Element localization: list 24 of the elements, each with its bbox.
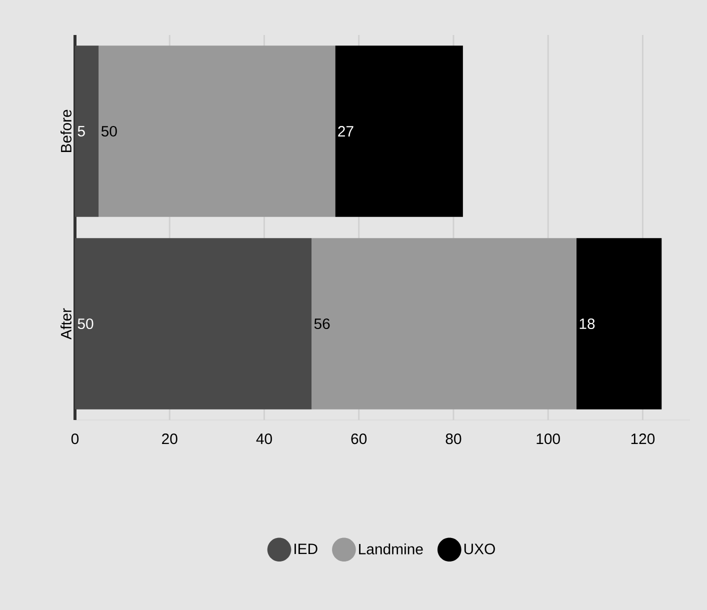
bar (98, 46, 336, 217)
bar (75, 238, 312, 410)
data-label: 56 (314, 318, 330, 330)
x-tick-label: 100 (536, 434, 560, 444)
data-label: 50 (78, 318, 94, 330)
bar (312, 238, 576, 410)
data-label: 18 (580, 318, 595, 330)
legend-label: IED (294, 544, 318, 554)
x-tick-label: 120 (631, 434, 655, 444)
data-label: 50 (101, 126, 117, 137)
legend-label: UXO (464, 544, 495, 554)
x-tick-label: 20 (162, 434, 178, 444)
x-tick-label: 60 (351, 434, 367, 444)
bar (75, 46, 99, 217)
legend-label: Landmine (359, 543, 423, 554)
x-tick-label: 40 (256, 434, 272, 444)
data-label: 5 (78, 126, 85, 136)
bar (335, 46, 463, 217)
bar (576, 238, 662, 410)
x-tick-label: 0 (71, 434, 79, 444)
y-tick-label: Before (60, 110, 72, 152)
data-label: 27 (338, 126, 354, 136)
x-tick-label: 80 (446, 434, 462, 444)
y-tick-label: After (60, 308, 72, 340)
